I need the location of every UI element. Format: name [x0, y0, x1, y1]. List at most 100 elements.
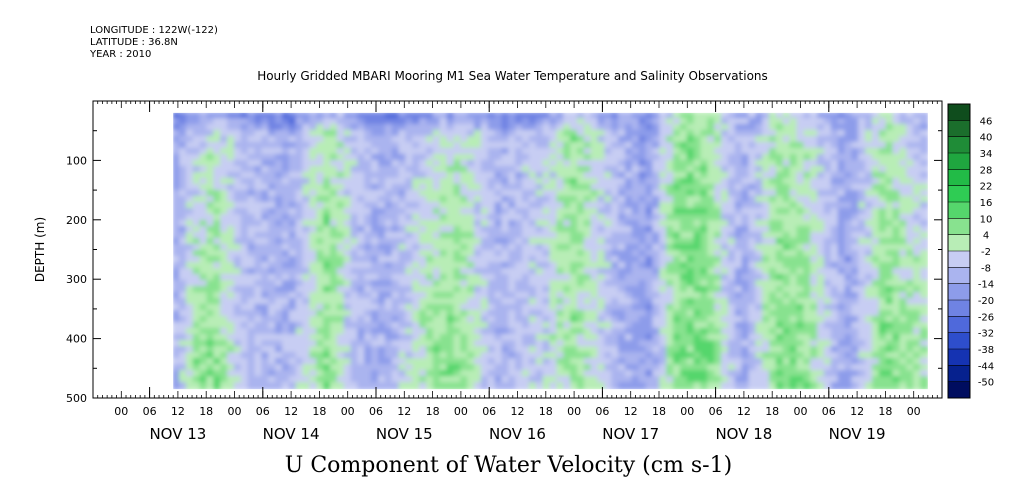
- heatmap-cell: [398, 340, 408, 349]
- heatmap-cell: [734, 171, 744, 180]
- heatmap-cell: [714, 316, 724, 324]
- heatmap-cell: [803, 292, 813, 300]
- heatmap-cell: [240, 268, 250, 276]
- heatmap-cell: [549, 304, 559, 312]
- heatmap-cell: [179, 262, 188, 270]
- heatmap-cell: [179, 292, 188, 300]
- heatmap-cell: [302, 340, 312, 349]
- heatmap-cell: [597, 316, 607, 324]
- heatmap-cell: [858, 201, 868, 210]
- heatmap-cell: [302, 177, 312, 186]
- heatmap-cell: [570, 171, 579, 180]
- heatmap-cell: [384, 364, 394, 373]
- heatmap-cell: [913, 220, 922, 228]
- heatmap-cell: [275, 346, 284, 355]
- heatmap-cell: [748, 159, 758, 168]
- heatmap-cell: [487, 123, 497, 132]
- heatmap-cell: [899, 310, 909, 318]
- heatmap-cell: [885, 280, 895, 288]
- heatmap-cell: [803, 141, 813, 150]
- heatmap-cell: [597, 340, 607, 349]
- heatmap-cell: [878, 238, 888, 246]
- heatmap-cell: [858, 244, 868, 252]
- heatmap-cell: [693, 112, 703, 120]
- heatmap-cell: [714, 171, 724, 180]
- heatmap-cell: [467, 298, 477, 306]
- heatmap-cell: [679, 352, 689, 361]
- heatmap-cell: [350, 189, 360, 198]
- heatmap-cell: [878, 147, 888, 156]
- heatmap-cell: [796, 214, 806, 222]
- heatmap-cell: [638, 201, 648, 210]
- heatmap-cell: [611, 316, 621, 324]
- heatmap-cell: [851, 123, 861, 132]
- heatmap-cell: [796, 310, 806, 318]
- heatmap-cell: [769, 165, 778, 174]
- heatmap-cell: [789, 256, 799, 264]
- heatmap-cell: [323, 364, 332, 373]
- heatmap-cell: [357, 220, 367, 228]
- heatmap-cell: [446, 310, 456, 318]
- heatmap-cell: [398, 328, 408, 336]
- heatmap-cell: [419, 352, 429, 361]
- heatmap-cell: [323, 382, 332, 390]
- heatmap-cell: [563, 244, 573, 252]
- heatmap-cell: [254, 334, 264, 342]
- heatmap-cell: [645, 189, 655, 198]
- heatmap-cell: [357, 376, 367, 385]
- heatmap-cell: [583, 153, 593, 162]
- heatmap-cell: [542, 256, 552, 264]
- heatmap-cell: [192, 346, 202, 355]
- heatmap-cell: [233, 274, 243, 282]
- heatmap-cell: [872, 328, 881, 336]
- heatmap-cell: [254, 159, 264, 168]
- heatmap-cell: [323, 244, 332, 252]
- heatmap-cell: [844, 135, 854, 144]
- heatmap-cell: [213, 177, 223, 186]
- heatmap-cell: [254, 352, 264, 361]
- heatmap-cell: [830, 316, 840, 324]
- heatmap-cell: [220, 195, 230, 204]
- heatmap-cell: [769, 274, 778, 282]
- heatmap-cell: [631, 346, 641, 355]
- heatmap-cell: [583, 112, 593, 120]
- heatmap-cell: [494, 159, 504, 168]
- heatmap-cell: [405, 286, 415, 294]
- heatmap-cell: [570, 274, 579, 282]
- heatmap-cell: [707, 298, 717, 306]
- heatmap-cell: [453, 171, 463, 180]
- heatmap-cell: [844, 238, 854, 246]
- heatmap-cell: [782, 370, 792, 379]
- heatmap-cell: [817, 153, 826, 162]
- heatmap-cell: [515, 232, 525, 240]
- heatmap-cell: [625, 226, 634, 234]
- heatmap-cell: [295, 123, 305, 132]
- heatmap-cell: [494, 226, 504, 234]
- heatmap-cell: [254, 250, 264, 258]
- heatmap-cell: [830, 352, 840, 361]
- heatmap-cell: [734, 268, 744, 276]
- heatmap-cell: [405, 334, 415, 342]
- heatmap-cell: [583, 298, 593, 306]
- heatmap-cell: [570, 340, 579, 349]
- heatmap-cell: [700, 238, 710, 246]
- heatmap-cell: [741, 280, 751, 288]
- heatmap-cell: [309, 183, 319, 192]
- heatmap-cell: [837, 340, 847, 349]
- heatmap-cell: [837, 304, 847, 312]
- heatmap-cell: [343, 208, 353, 216]
- heatmap-cell: [240, 244, 250, 252]
- heatmap-cell: [480, 352, 490, 361]
- heatmap-cell: [309, 334, 319, 342]
- heatmap-cell: [426, 358, 435, 367]
- heatmap-cell: [432, 159, 442, 168]
- heatmap-cell: [872, 382, 881, 390]
- heatmap-cell: [384, 334, 394, 342]
- heatmap-cell: [755, 370, 765, 379]
- heatmap-cell: [899, 382, 909, 390]
- heatmap-cell: [885, 232, 895, 240]
- heatmap-cell: [508, 220, 518, 228]
- heatmap-cell: [892, 244, 902, 252]
- heatmap-cell: [378, 346, 387, 355]
- heatmap-cell: [460, 147, 470, 156]
